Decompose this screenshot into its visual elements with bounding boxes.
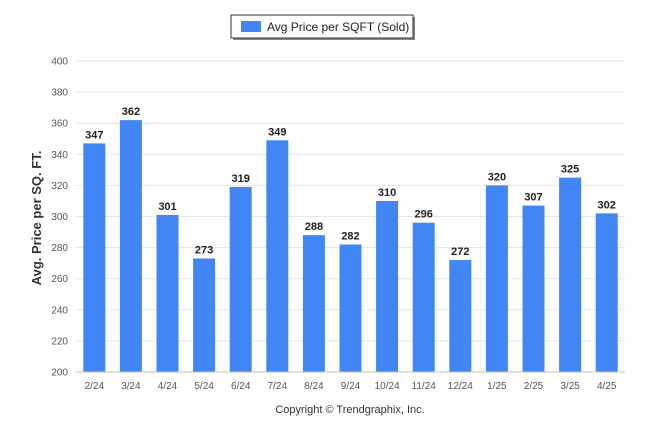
x-tick-label: 11/24: [412, 381, 437, 392]
x-tick-label: 1/25: [487, 381, 507, 392]
data-label: 301: [158, 201, 176, 213]
y-tick-label: 280: [51, 243, 68, 254]
data-label: 362: [122, 106, 140, 118]
data-label: 325: [561, 164, 579, 176]
y-tick-label: 260: [51, 274, 68, 285]
bar: [229, 186, 252, 372]
x-tick-label: 5/24: [194, 381, 214, 392]
bar: [559, 177, 582, 372]
y-tick-label: 300: [51, 212, 68, 223]
y-tick-label: 220: [51, 336, 68, 347]
data-label: 319: [232, 173, 250, 185]
x-tick-label: 12/24: [448, 381, 473, 392]
data-label: 320: [488, 171, 506, 183]
x-tick-label: 3/24: [121, 381, 141, 392]
x-tick-label: 6/24: [231, 381, 251, 392]
data-label: 349: [268, 126, 286, 138]
y-tick-label: 360: [51, 119, 68, 130]
x-tick-label: 3/25: [560, 381, 580, 392]
bar: [412, 222, 435, 372]
bar: [339, 244, 362, 372]
data-label: 310: [378, 187, 396, 199]
data-label: 273: [195, 244, 213, 256]
data-label: 347: [85, 129, 103, 141]
y-axis-title: Avg. Price per SQ. FT.: [29, 151, 44, 286]
data-label: 272: [451, 246, 469, 258]
y-tick-label: 340: [51, 150, 68, 161]
data-label: 307: [524, 192, 542, 204]
x-tick-label: 2/24: [85, 381, 105, 392]
legend-swatch: [241, 21, 261, 32]
data-label: 302: [598, 199, 616, 211]
legend-label: Avg Price per SQFT (Sold): [267, 20, 409, 34]
bar: [156, 214, 179, 372]
legend-box: [230, 14, 414, 39]
bars: [83, 120, 618, 372]
x-tick-label: 2/25: [524, 381, 544, 392]
x-tick-label: 9/24: [341, 381, 361, 392]
x-axis-ticks: 2/24 3/24 4/24 5/24 6/24 7/24 8/24 9/24 10/24 11/…: [85, 381, 617, 392]
data-label: 288: [305, 221, 323, 233]
bar: [449, 260, 472, 372]
bar: [522, 205, 545, 372]
bar: [266, 140, 289, 372]
data-label: 296: [415, 209, 433, 221]
x-tick-label: 10/24: [375, 381, 400, 392]
y-tick-label: 200: [51, 368, 68, 379]
bar: [485, 185, 508, 372]
bar: [193, 258, 216, 372]
value-labels: 347 362 301 273 319 349 288 282 310 296 272 320 307 3…: [85, 106, 616, 258]
bar: [376, 200, 399, 372]
y-tick-label: 320: [51, 181, 68, 192]
bar: [595, 213, 618, 372]
y-tick-label: 400: [51, 57, 68, 68]
bar: [302, 235, 325, 372]
legend: Avg Price per SQFT (Sold): [230, 14, 415, 40]
y-tick-label: 380: [51, 88, 68, 99]
x-tick-label: 7/24: [268, 381, 288, 392]
x-tick-label: 4/24: [158, 381, 178, 392]
y-tick-label: 240: [51, 305, 68, 316]
data-label: 282: [341, 230, 359, 242]
copyright-footer: Copyright © Trendgraphix, Inc.: [275, 404, 424, 416]
x-tick-label: 8/24: [304, 381, 324, 392]
bar: [83, 143, 106, 372]
y-axis-ticks: 200 220 240 260 280 300 320 340 360 380 400: [51, 57, 68, 379]
x-tick-label: 4/25: [597, 381, 617, 392]
bar: [119, 120, 142, 372]
